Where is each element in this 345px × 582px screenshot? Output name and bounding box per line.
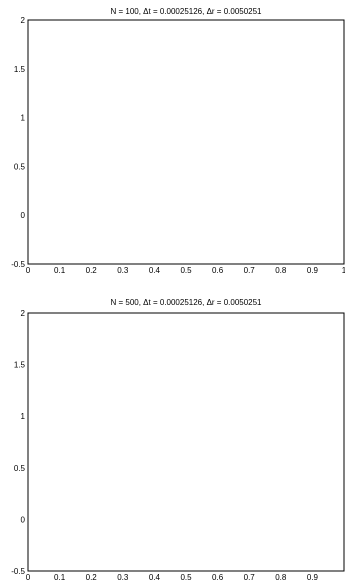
bottom-y-tick-label: 0 bbox=[21, 515, 26, 524]
top-y-tick-label: 1 bbox=[21, 114, 26, 123]
top-x-tick-label: 0.8 bbox=[275, 266, 287, 275]
bottom-axes-frame bbox=[27, 312, 345, 572]
bottom-y-tick-label: -0.5 bbox=[11, 567, 25, 576]
bottom-y-tick-label: 1.5 bbox=[14, 361, 26, 370]
top-x-tick-label: 0.5 bbox=[180, 266, 192, 275]
top-y-tick-label: 0.5 bbox=[14, 162, 26, 171]
top-x-tick-label: 0.1 bbox=[54, 266, 66, 275]
bottom-chart-panel: N = 500, Δt = 0.00025126, Δr = 0.0050251… bbox=[11, 298, 345, 582]
top-x-tick-label: 0.2 bbox=[86, 266, 98, 275]
top-x-tick-label: 0.4 bbox=[149, 266, 161, 275]
top-x-tick-label: 0.6 bbox=[212, 266, 224, 275]
bottom-x-tick-label: 0.2 bbox=[86, 573, 98, 582]
bottom-x-tick-label: 0.3 bbox=[117, 573, 129, 582]
bottom-y-tick-label: 1 bbox=[21, 412, 26, 421]
bottom-chart-title: N = 500, Δt = 0.00025126, Δr = 0.0050251 bbox=[110, 298, 262, 307]
bottom-x-tick-label: 0.8 bbox=[275, 573, 287, 582]
bottom-x-tick-label: 0.7 bbox=[244, 573, 256, 582]
top-axes-frame bbox=[27, 19, 345, 265]
bottom-x-tick-label: 0.9 bbox=[307, 573, 319, 582]
top-y-tick-label: 2 bbox=[21, 16, 26, 25]
top-x-tick-label: 0.9 bbox=[307, 266, 319, 275]
bottom-x-tick-label: 0.6 bbox=[212, 573, 224, 582]
top-x-tick-label: 0.7 bbox=[244, 266, 256, 275]
bottom-x-tick-label: 0 bbox=[26, 573, 31, 582]
bottom-x-tick-label: 0.1 bbox=[54, 573, 66, 582]
top-chart-title: N = 100, Δt = 0.00025126, Δr = 0.0050251 bbox=[110, 7, 262, 16]
top-y-tick-label: 0 bbox=[21, 211, 26, 220]
bottom-x-tick-label: 0.4 bbox=[149, 573, 161, 582]
top-y-tick-label: 1.5 bbox=[14, 65, 26, 74]
bottom-y-tick-label: 2 bbox=[21, 309, 26, 318]
top-x-tick-label: 0.3 bbox=[117, 266, 129, 275]
bottom-x-tick-label: 0.5 bbox=[180, 573, 192, 582]
bottom-y-tick-label: 0.5 bbox=[14, 464, 26, 473]
top-y-tick-label: -0.5 bbox=[11, 260, 25, 269]
top-x-tick-label: 0 bbox=[26, 266, 31, 275]
top-chart-panel: N = 100, Δt = 0.00025126, Δr = 0.0050251… bbox=[11, 7, 345, 275]
top-x-tick-label: 1 bbox=[342, 266, 345, 275]
